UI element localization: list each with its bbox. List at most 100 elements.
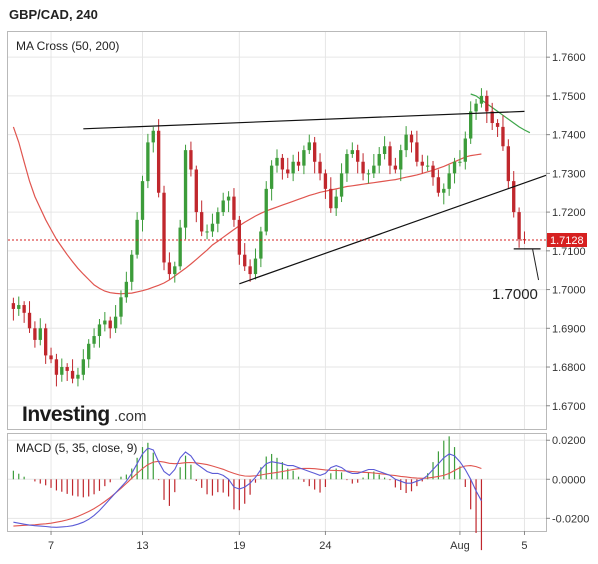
candle-down <box>286 169 290 174</box>
x-tick-label: 24 <box>319 540 331 552</box>
macd-y-tick-label: 0.0000 <box>552 474 586 486</box>
candle-down <box>49 355 53 360</box>
macd-panel-frame <box>7 433 547 532</box>
macd-indicator[interactable] <box>12 436 483 551</box>
candle-up <box>264 188 268 232</box>
last-price-label: 1.7128 <box>550 235 584 247</box>
x-tick-label: 7 <box>48 540 54 552</box>
candle-up <box>135 219 139 255</box>
candle-down <box>194 169 198 213</box>
macd-y-tick-label: -0.0200 <box>552 513 589 525</box>
candle-up <box>130 254 134 282</box>
candle-down <box>296 161 301 166</box>
candle-up <box>399 150 403 170</box>
investing-logo-brand: Investing <box>22 403 110 426</box>
candle-up <box>339 173 344 197</box>
ma-cross-label: MA Cross (50, 200) <box>16 39 119 53</box>
macd-line <box>13 447 482 528</box>
candle-down <box>506 146 511 182</box>
candle-up <box>425 165 430 167</box>
candle-down <box>318 161 322 174</box>
candle-up <box>17 305 21 309</box>
candle-down <box>189 150 193 170</box>
candle-down <box>323 173 328 189</box>
annotation-pointer <box>532 248 540 281</box>
candle-up <box>81 359 85 375</box>
investing-logo-suffix: .com <box>114 408 147 425</box>
candlesticks[interactable] <box>11 88 527 387</box>
candle-up <box>226 196 231 201</box>
candle-down <box>280 157 285 170</box>
candle-up <box>372 165 376 174</box>
candle-up <box>452 161 457 174</box>
candle-up <box>291 161 295 174</box>
candle-up <box>382 146 387 155</box>
axes: 1.7600 1.7500 1.7400 1.7300 1.7200 1.7100 1.70… <box>48 52 589 552</box>
candle-up <box>377 154 381 166</box>
candle-down <box>329 188 333 209</box>
candle-down <box>27 312 32 329</box>
price-y-tick-label: 1.6900 <box>552 323 586 335</box>
candle-up <box>76 374 80 379</box>
candle-down <box>243 254 247 267</box>
candle-down <box>156 130 161 193</box>
last-price-box <box>547 233 587 247</box>
candle-up <box>119 297 123 317</box>
chart-title: GBP/CAD, 240 <box>9 7 98 22</box>
candle-up <box>350 150 354 155</box>
candle-up <box>469 111 473 139</box>
candle-down <box>388 146 392 166</box>
candle-down <box>200 212 204 232</box>
candle-up <box>87 343 91 360</box>
candle-down <box>490 111 494 124</box>
price-y-tick-label: 1.7000 <box>552 285 586 297</box>
trendlines[interactable] <box>8 110 547 285</box>
price-y-tick-label: 1.7300 <box>552 168 586 180</box>
candle-down <box>512 181 516 213</box>
candle-down <box>54 359 59 375</box>
candle-up <box>474 103 478 112</box>
price-y-tick-label: 1.6800 <box>552 362 586 374</box>
candle-up <box>404 134 408 151</box>
x-tick-label: 19 <box>233 540 245 552</box>
price-y-tick-label: 1.7500 <box>552 91 586 103</box>
price-y-tick-label: 1.6700 <box>552 401 586 413</box>
candle-down <box>232 196 236 220</box>
candle-up <box>205 231 209 233</box>
candle-up <box>60 367 64 375</box>
candle-down <box>108 320 112 329</box>
price-annotation: 1.7000 <box>492 286 538 303</box>
x-tick-label: 5 <box>521 540 527 552</box>
macd-label: MACD (5, 35, close, 9) <box>16 441 137 455</box>
candle-up <box>140 181 145 220</box>
candle-up <box>183 150 188 228</box>
candle-up <box>259 231 263 259</box>
candle-up <box>173 266 177 275</box>
candle-down <box>22 305 26 313</box>
candle-up <box>463 138 467 162</box>
price-panel-frame <box>7 31 547 430</box>
macd-y-tick-label: 0.0200 <box>552 435 586 447</box>
candle-down <box>361 161 365 174</box>
candle-down <box>431 165 435 178</box>
price-y-tick-label: 1.7100 <box>552 246 586 258</box>
candle-down <box>312 142 317 162</box>
candle-down <box>501 126 505 147</box>
candle-up <box>345 154 349 174</box>
candle-up <box>307 142 311 151</box>
last-price-marker: 1.7128 <box>547 233 587 247</box>
candle-up <box>479 95 484 104</box>
price-y-tick-label: 1.7200 <box>552 207 586 219</box>
candle-up <box>92 336 96 344</box>
candle-down <box>393 165 398 170</box>
candle-down <box>409 134 414 143</box>
candle-up <box>447 173 451 189</box>
candle-down <box>43 328 48 356</box>
trendline <box>83 110 525 130</box>
candle-up <box>442 188 446 193</box>
candle-up <box>113 316 118 329</box>
candle-up <box>97 324 102 337</box>
price-y-tick-label: 1.7600 <box>552 52 586 64</box>
candle-down <box>436 177 441 193</box>
